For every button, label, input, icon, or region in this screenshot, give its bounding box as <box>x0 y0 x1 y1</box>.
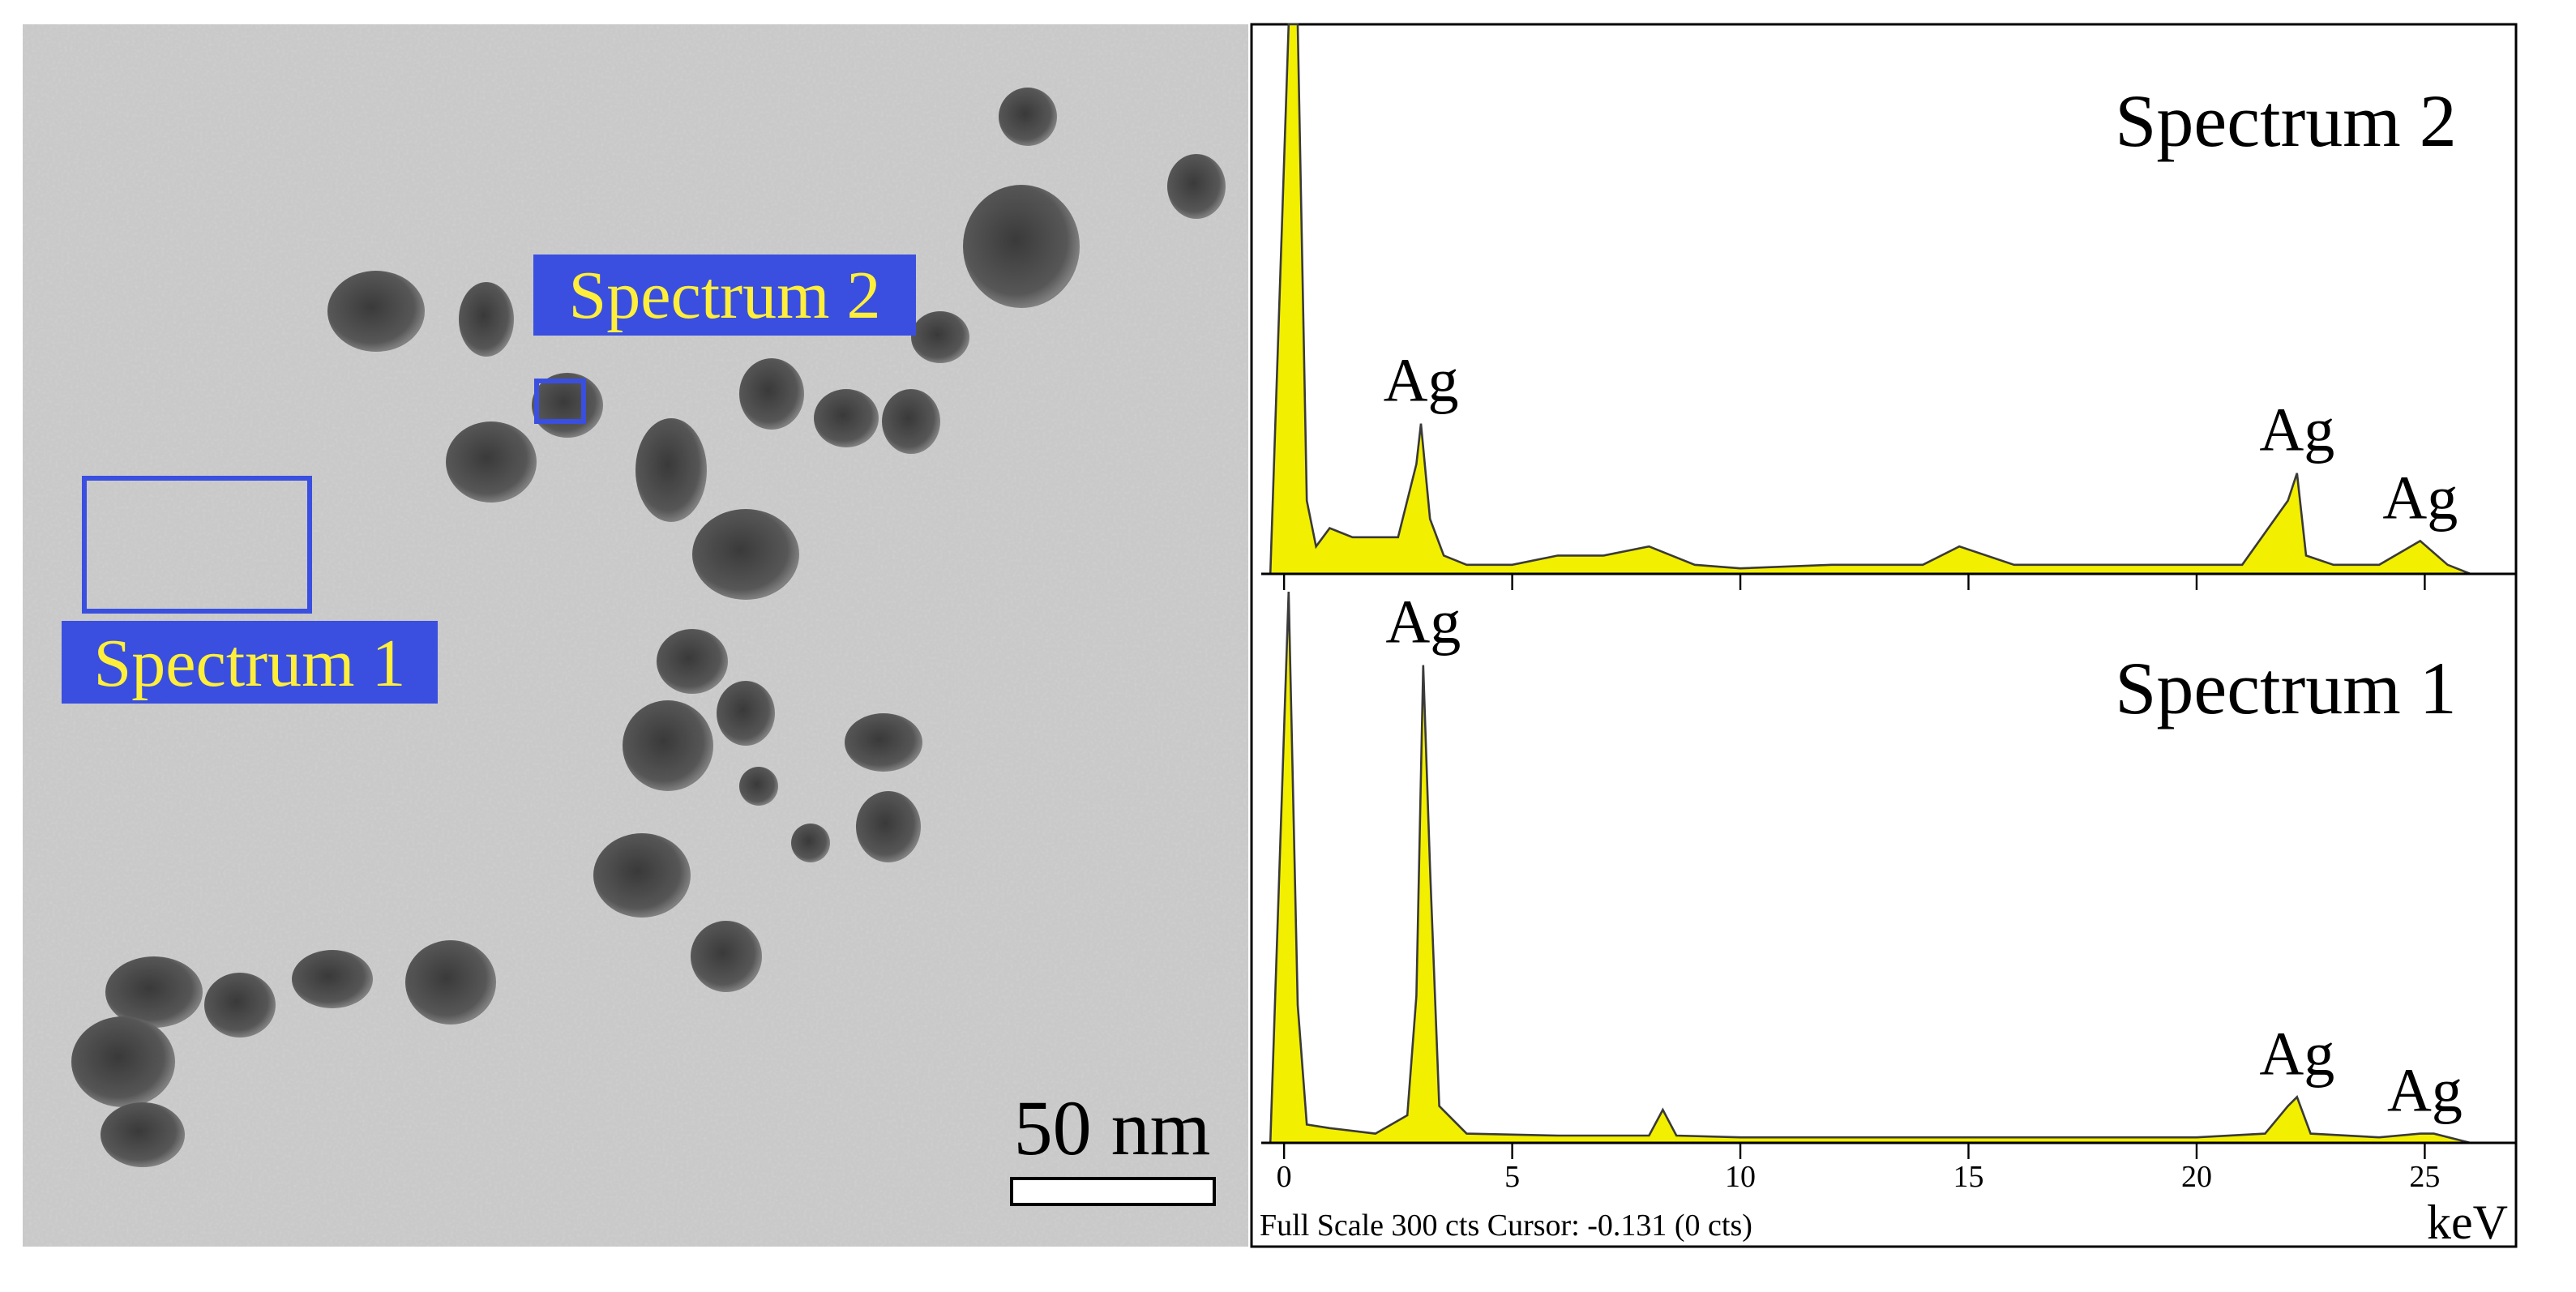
scale-bar <box>1010 1177 1216 1206</box>
peak-label: Ag <box>1385 588 1461 657</box>
peak-label: Ag <box>1384 347 1459 415</box>
peak-label: Ag <box>2387 1057 2463 1125</box>
x-tick-label: 25 <box>2409 1160 2440 1194</box>
spectrum-area <box>1269 591 2471 1144</box>
x-axis-label: keV <box>2427 1196 2508 1249</box>
peak-label: Ag <box>2259 1020 2334 1088</box>
x-tick-label: 10 <box>1725 1160 1756 1194</box>
x-tick-label: 0 <box>1277 1160 1292 1194</box>
x-tick-label: 15 <box>1953 1160 1984 1194</box>
spectrum-label: Spectrum 1 <box>94 626 406 701</box>
tem-image: Spectrum 2 Spectrum 1 50 nm <box>23 24 1248 1247</box>
spectrum-area <box>1269 23 2471 575</box>
x-tick-label: 5 <box>1504 1160 1520 1194</box>
scale-bar-label: 50 nm <box>1014 1085 1211 1171</box>
peak-label: Ag <box>2382 464 2458 532</box>
spectra-panel <box>1250 23 2518 1248</box>
x-tick-label: 20 <box>2181 1160 2212 1194</box>
footer: Full Scale 300 cts Cursor: -0.131 (0 cts… <box>1260 1209 1752 1243</box>
peak-label: Ag <box>2259 396 2334 464</box>
spectrum-title: Spectrum 2 <box>2115 79 2457 162</box>
spectrum-label: Spectrum 2 <box>569 258 881 333</box>
spectrum-title: Spectrum 1 <box>2115 647 2457 729</box>
